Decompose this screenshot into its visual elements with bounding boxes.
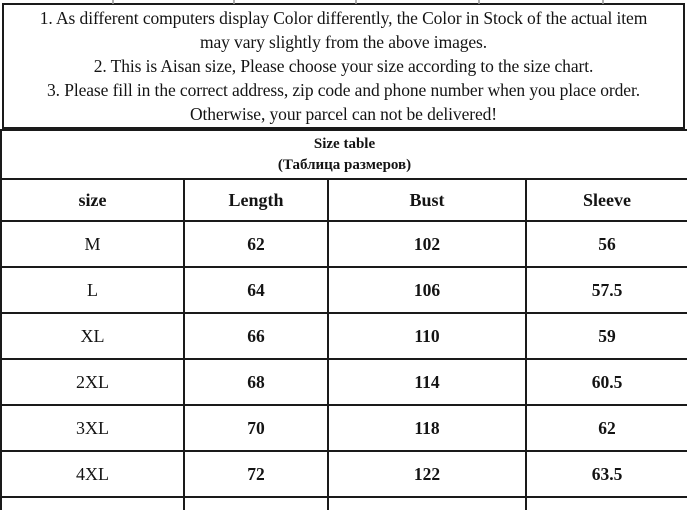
size-table: Size table (Таблица размеров) size Lengt… — [0, 129, 687, 510]
size-cell — [0, 496, 185, 510]
table-row-l: L 64 106 57.5 — [0, 266, 687, 314]
cropped-table-remnant — [0, 0, 687, 5]
size-cell: 3XL — [0, 404, 185, 452]
bust-cell: 118 — [327, 404, 527, 452]
size-table-title-cell: Size table (Таблица размеров) — [0, 129, 687, 180]
length-cell: 70 — [183, 404, 329, 452]
table-row-3xl: 3XL 70 118 62 — [0, 404, 687, 452]
remnant-divider-tick — [478, 0, 480, 4]
table-row-4xl: 4XL 72 122 63.5 — [0, 450, 687, 498]
size-table-title: Size table — [313, 135, 376, 152]
size-cell: 4XL — [0, 450, 185, 498]
length-cell — [183, 496, 329, 510]
bust-cell: 110 — [327, 312, 527, 360]
sleeve-cell: 56 — [525, 220, 687, 268]
bust-cell: 102 — [327, 220, 527, 268]
note-line-2: may vary slightly from the above images. — [199, 32, 488, 52]
size-cell: L — [0, 266, 185, 314]
remnant-divider-tick — [602, 0, 604, 4]
remnant-divider-tick — [112, 0, 114, 4]
length-cell: 66 — [183, 312, 329, 360]
bust-cell: 122 — [327, 450, 527, 498]
note-line-5: Otherwise, your parcel can not be delive… — [189, 104, 498, 124]
table-row-clipped — [0, 496, 687, 510]
bust-cell — [327, 496, 527, 510]
column-header-row: size Length Bust Sleeve — [0, 178, 687, 222]
column-header-sleeve: Sleeve — [525, 178, 687, 222]
notes-box: 1. As different computers display Color … — [2, 3, 685, 129]
sleeve-cell: 60.5 — [525, 358, 687, 406]
sleeve-cell: 63.5 — [525, 450, 687, 498]
remnant-divider-tick — [355, 0, 357, 4]
table-row-xl: XL 66 110 59 — [0, 312, 687, 360]
sleeve-cell: 57.5 — [525, 266, 687, 314]
bust-cell: 106 — [327, 266, 527, 314]
size-cell: M — [0, 220, 185, 268]
title-row: Size table (Таблица размеров) — [0, 129, 687, 180]
bust-cell: 114 — [327, 358, 527, 406]
length-cell: 62 — [183, 220, 329, 268]
column-header-length: Length — [183, 178, 329, 222]
remnant-divider-tick — [233, 0, 235, 4]
note-line-3: 2. This is Aisan size, Please choose you… — [93, 56, 594, 76]
note-line-1: 1. As different computers display Color … — [39, 8, 648, 28]
column-header-size: size — [0, 178, 185, 222]
length-cell: 72 — [183, 450, 329, 498]
sleeve-cell — [525, 496, 687, 510]
sleeve-cell: 59 — [525, 312, 687, 360]
size-table-subtitle: (Таблица размеров) — [277, 156, 412, 173]
length-cell: 68 — [183, 358, 329, 406]
size-cell: XL — [0, 312, 185, 360]
size-cell: 2XL — [0, 358, 185, 406]
note-line-4: 3. Please fill in the correct address, z… — [47, 80, 640, 100]
table-row-m: M 62 102 56 — [0, 220, 687, 268]
length-cell: 64 — [183, 266, 329, 314]
table-row-2xl: 2XL 68 114 60.5 — [0, 358, 687, 406]
column-header-bust: Bust — [327, 178, 527, 222]
sleeve-cell: 62 — [525, 404, 687, 452]
